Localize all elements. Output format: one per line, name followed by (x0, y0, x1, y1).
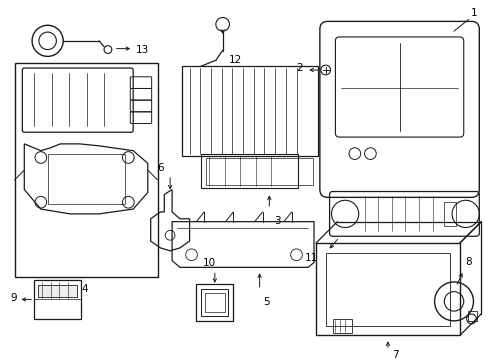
Text: 12: 12 (228, 55, 242, 65)
Text: 11: 11 (305, 253, 318, 263)
Text: 13: 13 (136, 45, 149, 55)
Bar (38, 285, 77, 297)
Text: 6: 6 (157, 163, 164, 173)
Text: 1: 1 (470, 8, 477, 18)
Bar (316, 243, 460, 336)
Bar (206, 158, 313, 185)
Bar (201, 289, 228, 316)
Bar (201, 154, 298, 188)
Bar (15, 63, 158, 277)
Text: 10: 10 (202, 258, 216, 268)
Text: 3: 3 (274, 216, 281, 226)
Bar (333, 319, 352, 333)
Bar (205, 293, 224, 312)
Bar (196, 284, 233, 321)
Bar (444, 202, 456, 226)
Text: 5: 5 (264, 297, 270, 306)
Bar (48, 154, 125, 204)
Text: 8: 8 (466, 257, 472, 267)
Bar (467, 311, 477, 321)
Bar (34, 280, 81, 319)
Bar (326, 253, 450, 326)
Text: 9: 9 (10, 293, 17, 302)
Text: 7: 7 (392, 350, 398, 360)
Bar (182, 66, 318, 156)
Text: 4: 4 (81, 284, 88, 294)
Text: 2: 2 (297, 63, 303, 73)
